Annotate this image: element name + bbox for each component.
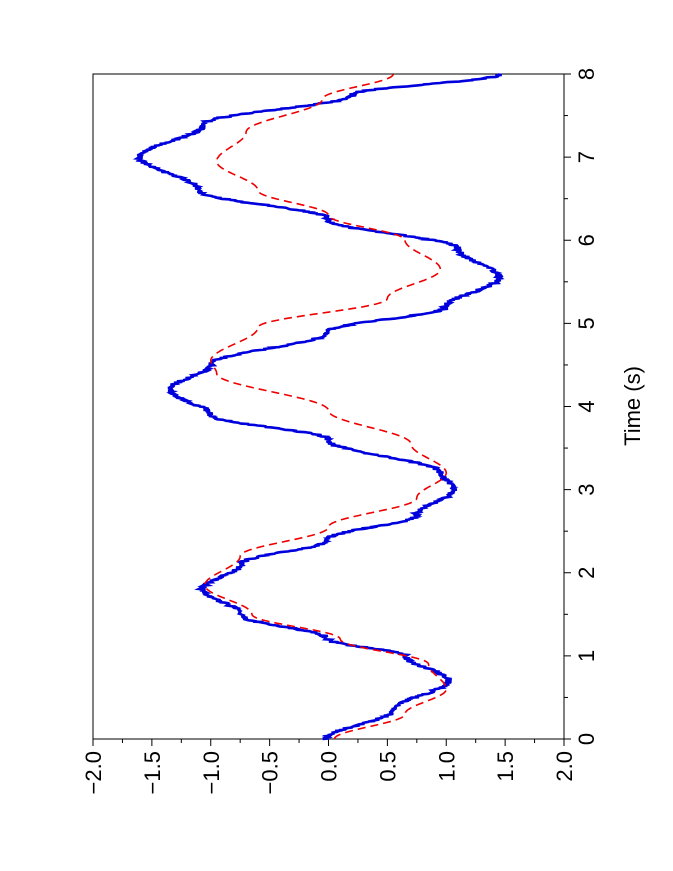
- x-tick-label: 6: [574, 234, 599, 246]
- x-tick-label: 1: [574, 650, 599, 662]
- x-tick-label: 4: [574, 400, 599, 412]
- y-tick-label: 1.5: [493, 751, 518, 782]
- x-tick-label: 3: [574, 484, 599, 496]
- x-tick-label: 8: [574, 68, 599, 80]
- y-tick-label: 2.0: [552, 751, 577, 782]
- y-tick-label: 0.5: [375, 751, 400, 782]
- x-tick-label: 7: [574, 151, 599, 163]
- y-tick-label: −2.0: [81, 751, 106, 794]
- y-tick-label: 1.0: [434, 751, 459, 782]
- tick-labels: 0 1 2 3 4 5 6 7 8 −2.0 −1.5 −1.0 −0.5 0.0 0.5 1.0 1.5 2.0: [81, 68, 599, 795]
- x-tick-label: 0: [574, 733, 599, 745]
- x-tick-label: 2: [574, 567, 599, 579]
- plot-area: [92, 73, 565, 740]
- tick-marks: [92, 73, 571, 746]
- y-tick-label: −0.5: [258, 751, 283, 794]
- series-layer: [132, 73, 505, 741]
- series-line-1: [132, 73, 505, 741]
- x-axis-title: Time (s): [620, 366, 645, 446]
- x-tick-label: 5: [574, 317, 599, 329]
- series-line-2: [204, 73, 448, 740]
- y-tick-label: 0.0: [317, 751, 342, 782]
- y-tick-label: −1.0: [199, 751, 224, 794]
- y-tick-label: −1.5: [140, 751, 165, 794]
